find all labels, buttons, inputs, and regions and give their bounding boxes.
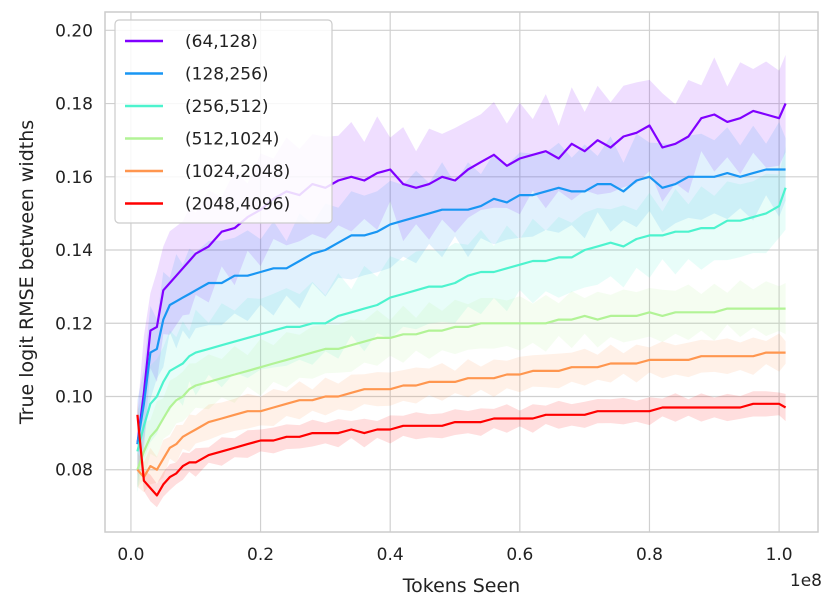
x-tick-label: 0.6 bbox=[506, 545, 533, 565]
y-tick-labels: 0.08 0.10 0.12 0.14 0.16 0.18 0.20 bbox=[55, 21, 93, 480]
y-axis-label: True logit RMSE between widths bbox=[16, 120, 38, 425]
y-tick-label: 0.18 bbox=[55, 95, 93, 115]
y-tick-label: 0.12 bbox=[55, 314, 93, 334]
legend: (64,128) (128,256) (256,512) (512,1024) (102… bbox=[114, 19, 333, 224]
x-tick-label: 1.0 bbox=[766, 545, 793, 565]
legend-label: (64,128) bbox=[185, 32, 258, 52]
series-line bbox=[136, 402, 787, 497]
x-tick-label: 0.4 bbox=[377, 545, 404, 565]
legend-label: (256,512) bbox=[185, 97, 269, 117]
legend-label: (2048,4096) bbox=[185, 195, 290, 215]
series-line bbox=[136, 351, 786, 479]
y-tick-label: 0.10 bbox=[55, 388, 93, 408]
series-line bbox=[136, 103, 787, 445]
x-tick-label: 0.0 bbox=[117, 545, 144, 565]
x-tick-label: 0.8 bbox=[636, 545, 663, 565]
confidence-band bbox=[137, 280, 786, 487]
x-tick-label: 0.2 bbox=[247, 545, 274, 565]
confidence-band bbox=[137, 145, 786, 493]
y-tick-label: 0.08 bbox=[55, 461, 93, 481]
series-lines bbox=[136, 103, 787, 497]
legend-box bbox=[114, 19, 333, 224]
x-tick-labels: 0.0 0.2 0.4 0.6 0.8 1.0 bbox=[117, 545, 792, 565]
confidence-band bbox=[137, 333, 786, 493]
legend-label: (1024,2048) bbox=[185, 162, 290, 182]
series-line bbox=[136, 187, 787, 452]
plot-frame bbox=[104, 11, 819, 533]
x-axis-offset-label: 1e8 bbox=[790, 571, 822, 591]
series-line bbox=[136, 307, 786, 471]
legend-label: (128,256) bbox=[185, 65, 269, 85]
confidence-band bbox=[137, 391, 786, 508]
legend-label: (512,1024) bbox=[185, 130, 279, 150]
x-axis-label: Tokens Seen bbox=[402, 575, 520, 597]
y-tick-label: 0.14 bbox=[55, 241, 93, 261]
y-tick-label: 0.20 bbox=[55, 21, 93, 41]
y-tick-label: 0.16 bbox=[55, 168, 93, 188]
series-line bbox=[136, 168, 786, 445]
